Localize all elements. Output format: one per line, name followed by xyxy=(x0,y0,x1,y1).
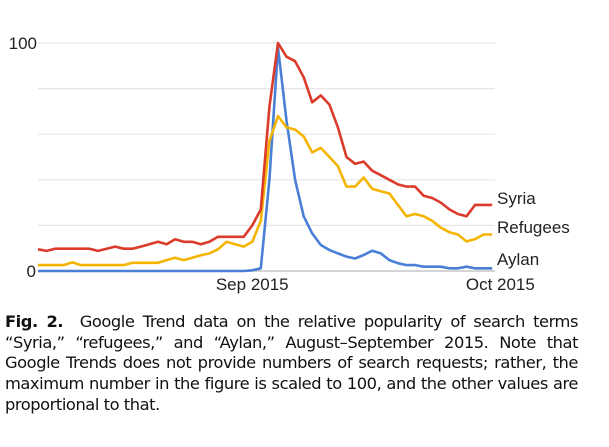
legend-refugees: Refugees xyxy=(497,218,570,237)
x-tick-label: Sep 2015 xyxy=(216,275,289,294)
caption-text: Google Trend data on the relative popula… xyxy=(5,312,579,414)
x-ticks: Sep 2015 Oct 2015 xyxy=(216,275,535,294)
series-line-refugees xyxy=(38,114,493,267)
trend-chart: 100 0 Sep 2015 Oct 2015 Syria Refugees Ay… xyxy=(9,34,570,294)
figure-caption: Fig. 2. Google Trend data on the relativ… xyxy=(5,312,578,416)
y-tick-100: 100 xyxy=(9,34,37,53)
legend-syria: Syria xyxy=(497,189,536,208)
x-tick-label: Oct 2015 xyxy=(466,275,535,294)
series-line-syria xyxy=(37,41,493,253)
y-tick-0: 0 xyxy=(27,262,36,281)
figure-label: Fig. 2. xyxy=(5,312,64,331)
series-lines xyxy=(37,41,493,273)
series-line-aylan xyxy=(38,46,493,273)
legend-aylan: Aylan xyxy=(497,250,539,269)
